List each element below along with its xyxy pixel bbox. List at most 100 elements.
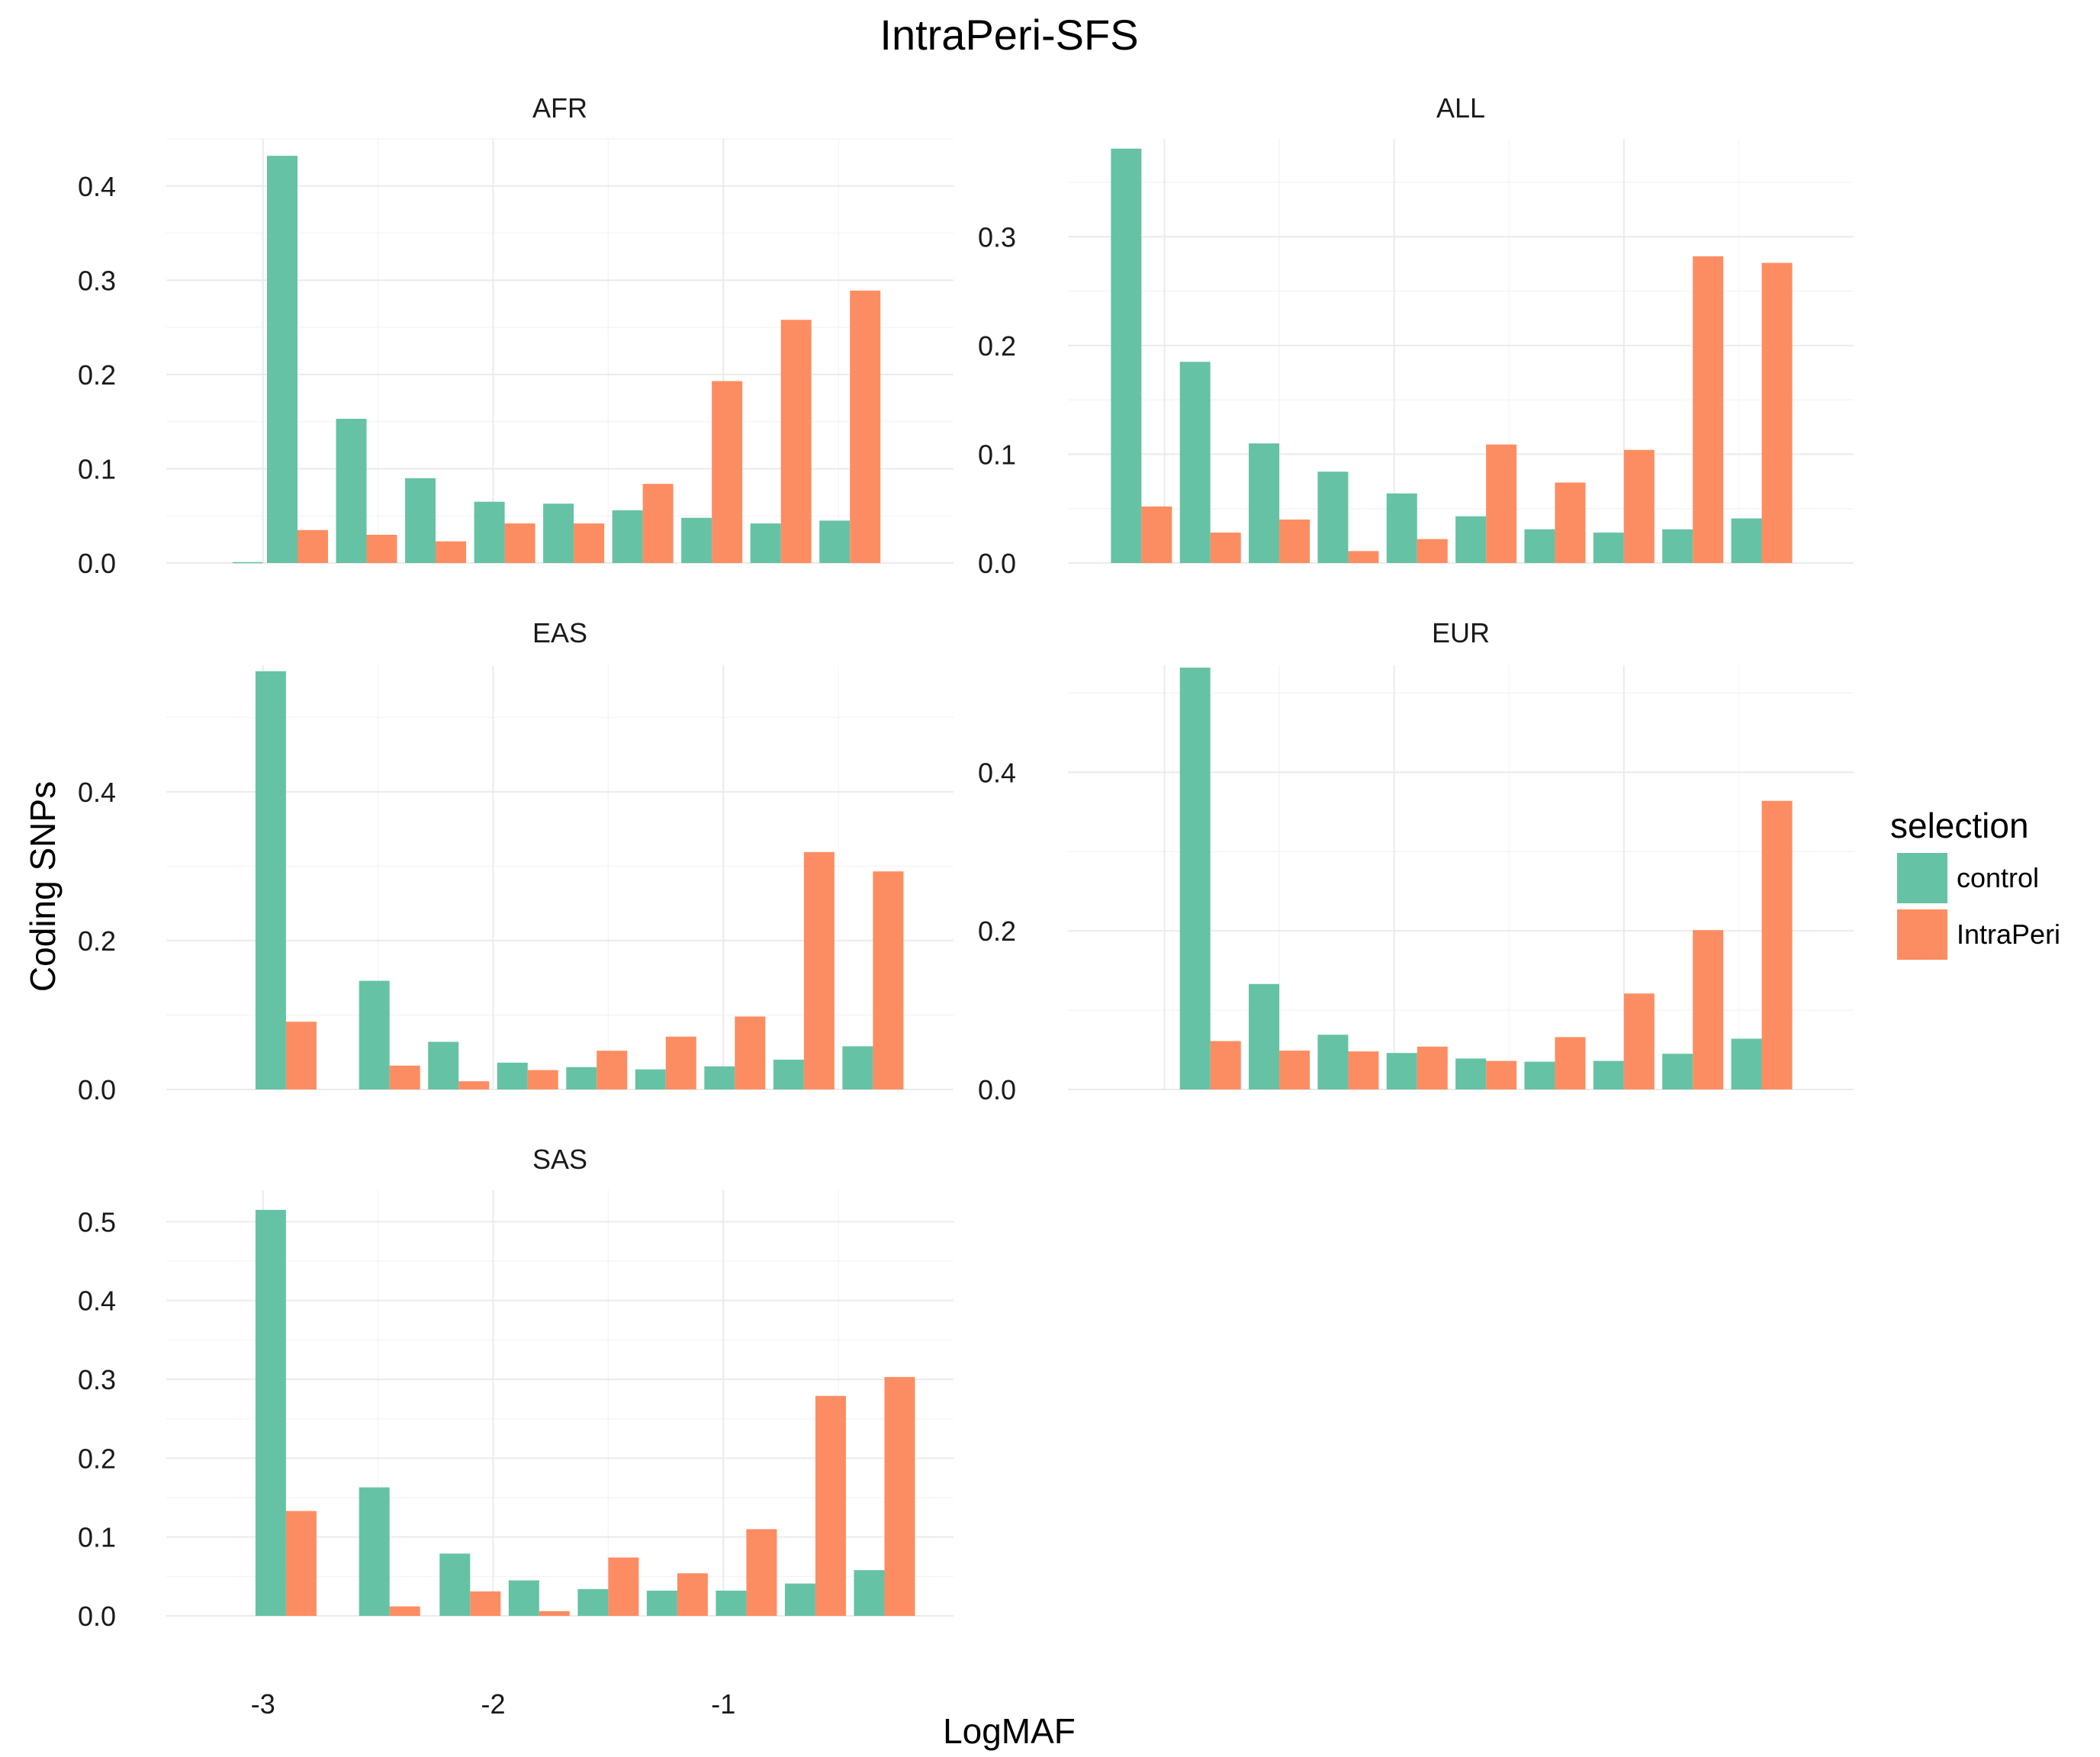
legend-title: selection [1890,806,2029,845]
bar-control [1593,1060,1624,1089]
bar-intraperi [1417,1046,1448,1089]
bar-intraperi [665,1036,696,1089]
bar-control [704,1066,735,1089]
bar-intraperi [1279,1051,1310,1089]
bar-control [716,1590,747,1616]
bar-intraperi [1141,506,1172,563]
bar-control [1386,493,1417,563]
bar-intraperi [504,523,535,563]
bar-control [405,478,436,563]
y-tick-label: 0.2 [978,330,1016,362]
legend: selection control IntraPeri [1890,806,2060,960]
bar-intraperi [389,1606,420,1616]
bar-control [267,156,297,564]
bar-intraperi [642,484,674,563]
bar-control [1455,516,1487,563]
bar-control [681,517,712,563]
bar-control [646,1590,677,1616]
bar-intraperi [815,1395,846,1616]
bar-control [1731,1038,1762,1089]
facet-eur: 0.0 0.2 0.4 EUR [978,617,1854,1105]
bar-intraperi [1623,449,1655,563]
bar-intraperi [285,1511,317,1616]
y-tick-label: 0.1 [78,453,116,484]
bar-intraperi [1761,262,1793,563]
y-tick-label: 0.1 [78,1522,116,1553]
bar-control [1593,533,1624,563]
bar-intraperi [884,1376,915,1616]
y-tick-label: 0.4 [78,1286,116,1317]
bar-intraperi [1210,533,1241,563]
y-axis-title: Coding SNPs [23,781,63,992]
bar-intraperi [539,1611,570,1616]
x-tick-label: -3 [251,1688,275,1720]
bar-intraperi [597,1051,628,1089]
bar-control [577,1588,609,1616]
bar-intraperi [780,320,812,563]
y-tick-label: 0.4 [978,757,1016,788]
bar-control [1179,362,1211,563]
bar-control [255,1209,286,1616]
bar-intraperi [470,1591,501,1616]
bar-intraperi [366,534,397,563]
bar-control [1179,668,1211,1089]
legend-key-control [1897,853,1947,903]
bar-intraperi [712,381,743,563]
y-tick-label: 0.0 [978,548,1016,579]
facet-sas: 0.0 0.1 0.2 0.3 0.4 0.5 -3 -2 -1 SAS [78,1144,954,1720]
bar-control [1111,148,1142,564]
y-tick-label: 0.0 [978,1074,1016,1105]
facet-eas: 0.0 0.2 0.4 EAS [78,617,954,1105]
bar-intraperi [735,1016,766,1089]
y-tick-label: 0.2 [78,359,116,391]
bar-intraperi [1279,519,1310,563]
bar-control [773,1059,804,1089]
bar-control [1662,529,1693,563]
facet-label-afr: AFR [532,92,587,124]
facet-label-sas: SAS [532,1144,587,1175]
bar-control [1524,1061,1555,1089]
bar-control [508,1580,539,1616]
bar-control [1249,983,1280,1089]
bar-control [474,501,505,563]
bar-intraperi [1761,800,1793,1089]
bar-intraperi [873,871,904,1089]
bar-intraperi [389,1065,420,1089]
bar-control [1524,529,1555,563]
bar-control [255,671,286,1089]
y-tick-label: 0.0 [78,548,116,579]
bar-intraperi [1555,1037,1586,1089]
y-tick-label: 0.1 [978,439,1016,470]
bar-intraperi [803,851,835,1089]
x-tick-label: -1 [711,1688,735,1720]
y-tick-label: 0.0 [78,1601,116,1632]
bar-control [854,1570,885,1616]
bar-intraperi [850,290,881,563]
bar-intraperi [1555,482,1586,563]
bar-intraperi [677,1573,708,1616]
x-axis-title: LogMAF [943,1711,1076,1751]
facet-afr: 0.0 0.1 0.2 0.3 0.4 AFR [78,92,954,579]
legend-label-intraperi: IntraPeri [1957,919,2060,950]
bar-intraperi [1348,1051,1379,1089]
bar-control [842,1046,873,1089]
y-tick-label: 0.2 [978,916,1016,947]
bar-control [232,562,263,564]
facet-panels: 0.00.10.20.30.4AFR0.00.10.20.3ALL0.00.20… [78,92,1854,1720]
bar-control [543,504,574,563]
bar-control [635,1069,666,1089]
facet-label-all: ALL [1436,92,1485,124]
bar-control [336,418,367,563]
bar-intraperi [297,529,328,563]
bar-control [1249,443,1280,563]
bar-intraperi [1693,930,1724,1089]
bar-control [1662,1054,1693,1089]
bar-intraperi [1417,539,1448,563]
y-tick-label: 0.5 [78,1206,116,1237]
bar-intraperi [1210,1041,1241,1089]
bar-control [1317,1035,1349,1089]
y-tick-label: 0.3 [78,1364,116,1395]
bar-intraperi [1348,551,1379,563]
bar-control [819,520,851,563]
